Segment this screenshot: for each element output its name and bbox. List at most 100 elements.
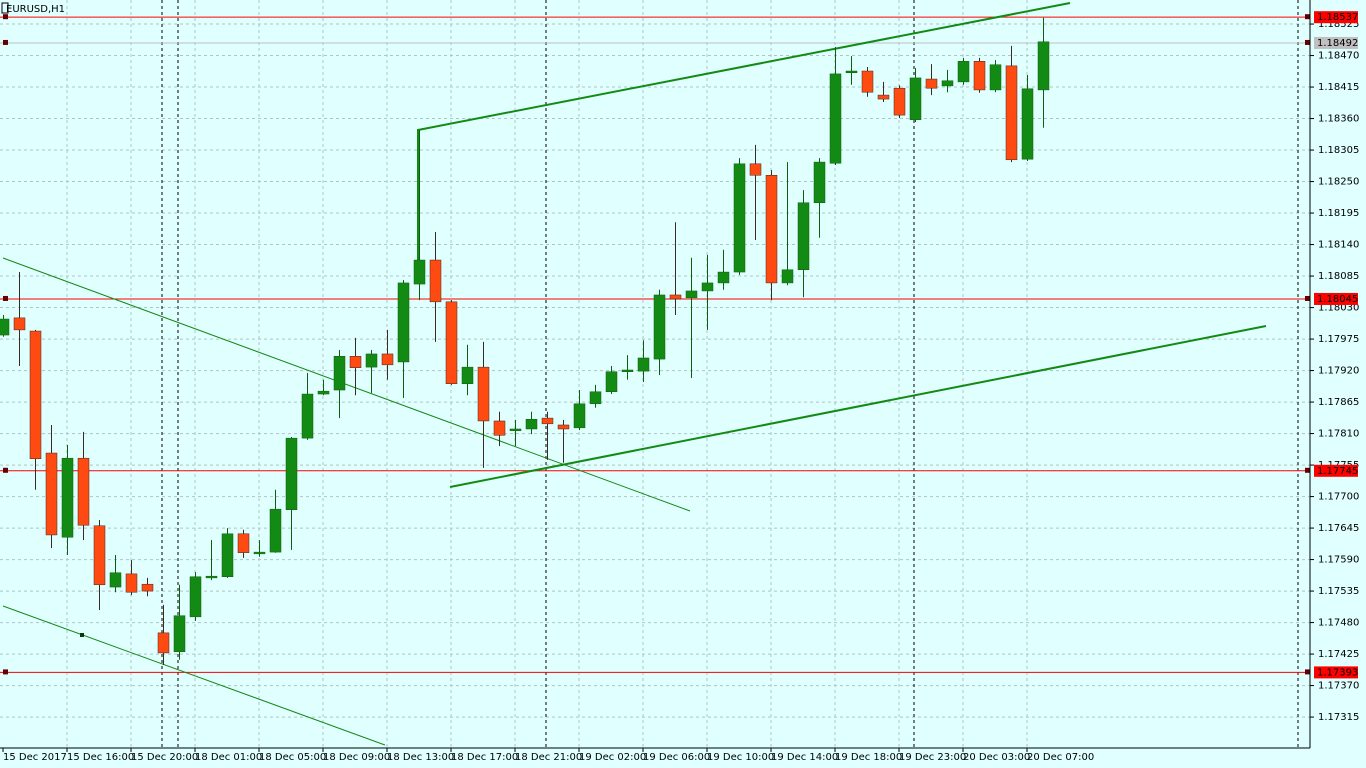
candle-body-up [717,271,730,284]
candle-body-down [669,294,682,300]
y-tick-label: 1.17920 [1318,366,1359,377]
candle-body-down [237,533,250,553]
candle-body-up [333,355,346,391]
candle-body-up [413,259,426,285]
level-handle [3,669,8,675]
x-tick-label: 19 Dec 06:00 [643,752,710,763]
x-tick-label: 15 Dec 20:00 [131,752,198,763]
candle-body-down [925,78,938,89]
candle-body-up [61,457,74,538]
candle-body-up [733,163,746,273]
y-tick-label: 1.18415 [1318,82,1359,93]
level-label-box [1314,11,1358,24]
candle-body-down [893,87,906,116]
candle-body-down [429,259,442,303]
level-label: 1.17745 [1317,466,1358,477]
candle-body-up [813,161,826,204]
candle-body-down [141,583,154,592]
level-handle [3,467,8,473]
level-handle [1305,467,1310,473]
candle-body-down [77,457,90,526]
candle-body-up [941,80,954,87]
y-tick-label: 1.17975 [1318,334,1359,345]
x-tick-label: 19 Dec 23:00 [899,752,966,763]
y-tick-label: 1.17425 [1318,649,1359,660]
x-tick-label: 18 Dec 09:00 [323,752,390,763]
candle-body-down [381,353,394,366]
y-tick-label: 1.18030 [1318,303,1359,314]
candle-body-up [317,390,330,395]
candle-body-up [269,508,282,553]
candle-body-up [637,357,650,372]
candle-body-up [397,282,410,363]
candle-body-up [957,61,970,83]
candle-body-up [621,369,634,372]
level-label: 1.17393 [1317,667,1358,678]
candle-body-up [205,575,218,579]
x-tick-label: 18 Dec 17:00 [451,752,518,763]
candle-body-up [525,418,538,430]
candle-body-up [285,437,298,510]
x-tick-label: 19 Dec 14:00 [771,752,838,763]
y-tick-label: 1.18085 [1318,271,1359,282]
y-tick-label: 1.17315 [1318,712,1359,723]
candle-body-down [557,424,570,430]
y-tick-label: 1.18525 [1318,19,1359,30]
candle-body-up [0,318,10,336]
y-tick-label: 1.17370 [1318,681,1359,692]
candle-body-down [877,94,890,100]
y-tick-label: 1.17535 [1318,586,1359,597]
candle-body-up [797,202,810,271]
x-tick-label: 20 Dec 07:00 [1027,752,1094,763]
x-tick-label: 18 Dec 13:00 [387,752,454,763]
trendline[interactable] [2,605,386,746]
candle-body-down [765,175,778,284]
candle-body-up [781,269,794,284]
channel-lower[interactable] [449,325,1267,488]
y-tick-label: 1.17810 [1318,429,1359,440]
candle-body-up [653,294,666,360]
candle-body-down [45,452,58,536]
x-tick-label: 19 Dec 02:00 [579,752,646,763]
candle-body-up [461,366,474,384]
x-tick-label: 19 Dec 10:00 [707,752,774,763]
x-tick-label: 19 Dec 18:00 [835,752,902,763]
level-label: 1.18045 [1317,294,1358,305]
candle-body-up [1037,41,1050,91]
level-handle [1305,39,1310,45]
candle-body-down [749,163,762,176]
candle-body-up [685,290,698,299]
y-tick-label: 1.18360 [1318,114,1359,125]
level-handle [1305,669,1310,675]
trendline[interactable] [2,257,691,512]
candle-body-down [477,366,490,422]
candle-body-down [493,420,506,436]
level-label: 1.18537 [1317,12,1358,23]
y-tick-label: 1.17590 [1318,555,1359,566]
x-tick-label: 18 Dec 05:00 [259,752,326,763]
level-label: 1.18492 [1317,38,1358,49]
candle-body-up [253,551,266,555]
separators [161,0,1299,748]
candle-body-up [989,64,1002,91]
y-tick-label: 1.17700 [1318,492,1359,503]
x-tick-label: 20 Dec 03:00 [963,752,1030,763]
candle-body-up [109,572,122,588]
candle-body-up [301,393,314,439]
y-tick-label: 1.18250 [1318,177,1359,188]
candle-body-up [829,73,842,164]
candle-body-up [221,533,234,578]
symbol-icon [1,2,9,14]
candle-body-down [1005,65,1018,161]
x-tick-label: 15 Dec 2017 [3,752,67,763]
channel-upper[interactable] [417,2,1071,260]
level-handle [3,14,8,20]
y-tick-label: 1.17645 [1318,523,1359,534]
trendline-anchor[interactable] [80,633,84,637]
y-tick-label: 1.18195 [1318,208,1359,219]
y-tick-label: 1.18140 [1318,240,1359,251]
candle-body-up [173,615,186,653]
chart-title: EURUSD,H1 [6,4,65,15]
